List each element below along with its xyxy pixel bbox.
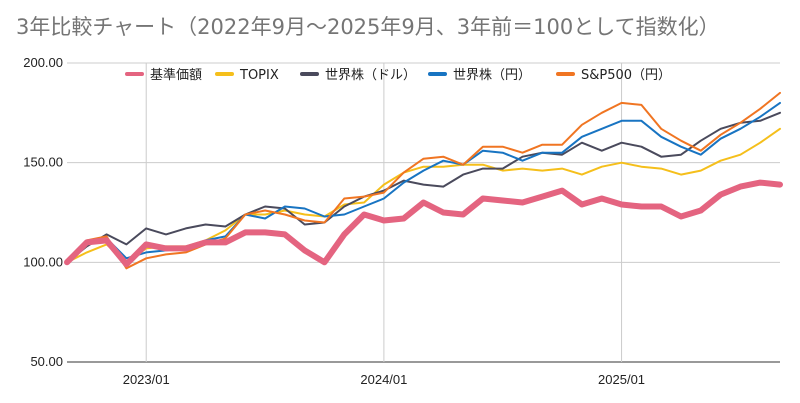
legend-item-5: S&P500（円） (556, 68, 671, 83)
series-line-4 (66, 101, 781, 264)
y-tick-label: 50.00 (30, 354, 63, 369)
series-line-1 (64, 179, 783, 268)
y-tick-label: 200.00 (23, 55, 63, 70)
legend-label: TOPIX (239, 68, 279, 83)
legend-label: S&P500（円） (581, 68, 671, 83)
x-axis: 2023/01 2024/01 2025/01 (123, 372, 645, 387)
grid-layer (67, 62, 780, 363)
y-tick-label: 100.00 (23, 254, 63, 269)
chart-title: 3年比較チャート（2022年9月～2025年9月、3年前＝100として指数化） (16, 15, 720, 39)
x-tick-label: 2023/01 (123, 372, 170, 387)
series-line-2 (66, 127, 781, 264)
y-axis: 50.00 100.00 150.00 200.00 (23, 55, 63, 369)
legend: 基準価額 TOPIX 世界株（ドル） 世界株（円） S&P500（円） (125, 67, 671, 83)
legend-item-1: 基準価額 (125, 67, 202, 83)
legend-label: 世界株（ドル） (325, 68, 416, 83)
series-line-3 (66, 111, 781, 264)
legend-item-3: 世界株（ドル） (300, 68, 416, 83)
x-tick-label: 2024/01 (360, 372, 407, 387)
legend-label: 世界株（円） (453, 68, 531, 83)
legend-item-2: TOPIX (215, 68, 279, 83)
legend-label: 基準価額 (150, 67, 202, 83)
series-layer (64, 91, 783, 270)
x-tick-label: 2025/01 (598, 372, 645, 387)
series-line-5 (66, 91, 781, 270)
legend-item-4: 世界株（円） (428, 68, 531, 83)
y-tick-label: 150.00 (23, 155, 63, 170)
